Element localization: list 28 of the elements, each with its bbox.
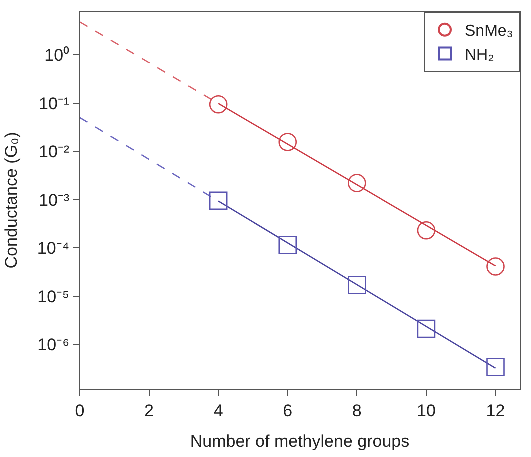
point bbox=[486, 358, 505, 376]
x-tick-label: 6 bbox=[283, 401, 293, 420]
y-tick-label: 10⁻⁶ bbox=[38, 336, 70, 355]
x-tick-label: 12 bbox=[486, 401, 506, 420]
y-axis-title: Conductance (G₀) bbox=[2, 132, 21, 269]
point bbox=[417, 221, 436, 240]
x-axis-title: Number of methylene groups bbox=[190, 432, 410, 451]
x-tick-label: 10 bbox=[417, 401, 436, 420]
x-tick-label: 4 bbox=[214, 401, 224, 420]
point bbox=[348, 174, 366, 192]
x-tick-label: 2 bbox=[144, 401, 154, 420]
point bbox=[486, 258, 505, 276]
point bbox=[209, 95, 228, 114]
legend-label: NH₂ bbox=[465, 46, 494, 64]
x-tick-label: 0 bbox=[75, 401, 85, 420]
y-tick-label: 10⁻⁵ bbox=[38, 287, 70, 306]
point bbox=[278, 133, 298, 152]
point bbox=[417, 320, 436, 338]
x-tick-label: 8 bbox=[352, 401, 362, 420]
point bbox=[278, 236, 298, 254]
y-tick-label: 10⁻¹ bbox=[39, 94, 70, 114]
y-tick-label: 10⁻² bbox=[39, 142, 70, 162]
y-tick-label: 10⁻³ bbox=[39, 190, 70, 210]
legend-label: SnMe₃ bbox=[465, 23, 514, 40]
y-tick-label: 10⁻⁴ bbox=[37, 239, 70, 258]
y-tick-label: 10⁰ bbox=[44, 46, 70, 65]
point bbox=[348, 276, 366, 294]
point bbox=[209, 192, 228, 210]
